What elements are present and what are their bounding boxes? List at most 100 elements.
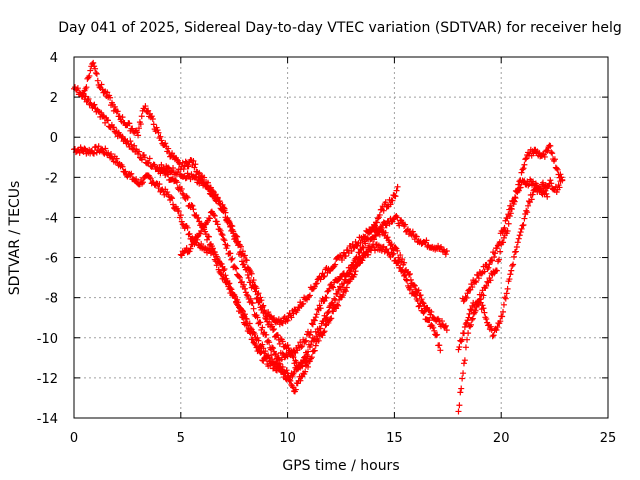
- data-point: [213, 262, 220, 269]
- data-point: [137, 121, 144, 128]
- data-point: [525, 202, 532, 209]
- data-point: [102, 145, 109, 152]
- data-point: [505, 220, 512, 227]
- data-point: [518, 225, 525, 232]
- data-point: [544, 147, 551, 154]
- data-point: [298, 344, 305, 351]
- data-point: [436, 342, 443, 349]
- data-point: [504, 285, 511, 292]
- data-point: [232, 264, 239, 271]
- data-point: [503, 290, 510, 297]
- data-point: [400, 268, 407, 275]
- data-point: [164, 189, 171, 196]
- data-point: [469, 283, 476, 290]
- data-point: [259, 324, 266, 331]
- data-point: [259, 341, 266, 348]
- data-point: [514, 239, 521, 246]
- data-point: [302, 368, 309, 375]
- data-point: [409, 228, 416, 235]
- data-point: [556, 184, 563, 191]
- data-point: [268, 360, 275, 367]
- data-point: [376, 231, 383, 238]
- data-point: [221, 237, 228, 244]
- data-point: [231, 292, 238, 299]
- data-point: [382, 229, 389, 236]
- data-point: [534, 184, 541, 191]
- data-point: [185, 231, 192, 238]
- data-point: [185, 163, 192, 170]
- data-point: [466, 310, 473, 317]
- data-point: [406, 286, 413, 293]
- data-point: [506, 276, 513, 283]
- data-point: [468, 307, 475, 314]
- data-point: [371, 236, 378, 243]
- data-point: [189, 202, 196, 209]
- data-point: [547, 177, 554, 184]
- data-point: [413, 233, 420, 240]
- data-point: [297, 377, 304, 384]
- data-point: [161, 168, 168, 175]
- data-point: [119, 114, 126, 121]
- data-point: [262, 348, 269, 355]
- data-point: [230, 228, 237, 235]
- data-point: [94, 77, 101, 84]
- x-tick-label: 5: [177, 431, 185, 446]
- data-point: [206, 215, 213, 222]
- data-point: [258, 297, 265, 304]
- data-point: [308, 320, 315, 327]
- y-tick-label: -6: [45, 252, 58, 267]
- data-point: [240, 261, 247, 268]
- data-point: [412, 292, 419, 299]
- data-point: [104, 89, 111, 96]
- data-point: [537, 185, 544, 192]
- data-point: [421, 308, 428, 315]
- data-point: [157, 133, 164, 140]
- data-point: [491, 253, 498, 260]
- data-point: [499, 313, 506, 320]
- data-point: [272, 350, 279, 357]
- data-point: [339, 292, 346, 299]
- data-point: [128, 170, 135, 177]
- data-point: [241, 252, 248, 259]
- data-point: [233, 232, 240, 239]
- data-point: [126, 120, 133, 127]
- data-point: [359, 244, 366, 251]
- data-point: [490, 332, 497, 339]
- data-point: [265, 309, 272, 316]
- data-point: [352, 238, 359, 245]
- data-point: [404, 277, 411, 284]
- data-point: [290, 354, 297, 361]
- data-point: [321, 273, 328, 280]
- data-point: [456, 402, 463, 409]
- data-point: [317, 305, 324, 312]
- data-point: [283, 367, 290, 374]
- data-point: [346, 267, 353, 274]
- data-point: [165, 145, 172, 152]
- data-point: [178, 218, 185, 225]
- data-point: [456, 344, 463, 351]
- data-point: [507, 271, 514, 278]
- data-point: [517, 184, 524, 191]
- data-point: [215, 197, 222, 204]
- data-point: [423, 237, 430, 244]
- data-point: [382, 199, 389, 206]
- data-point: [351, 271, 358, 278]
- data-point: [232, 293, 239, 300]
- data-point: [135, 132, 142, 139]
- data-point: [235, 238, 242, 245]
- data-point: [501, 294, 508, 301]
- data-point: [510, 198, 517, 205]
- data-point: [243, 316, 250, 323]
- data-point: [116, 113, 123, 120]
- data-point: [487, 323, 494, 330]
- data-point: [311, 283, 318, 290]
- data-point: [209, 187, 216, 194]
- data-point: [211, 212, 218, 219]
- data-point: [308, 354, 315, 361]
- data-point: [300, 300, 307, 307]
- data-point: [362, 240, 369, 247]
- data-point: [417, 300, 424, 307]
- data-point: [387, 201, 394, 208]
- data-point: [224, 242, 231, 249]
- data-point: [111, 103, 118, 110]
